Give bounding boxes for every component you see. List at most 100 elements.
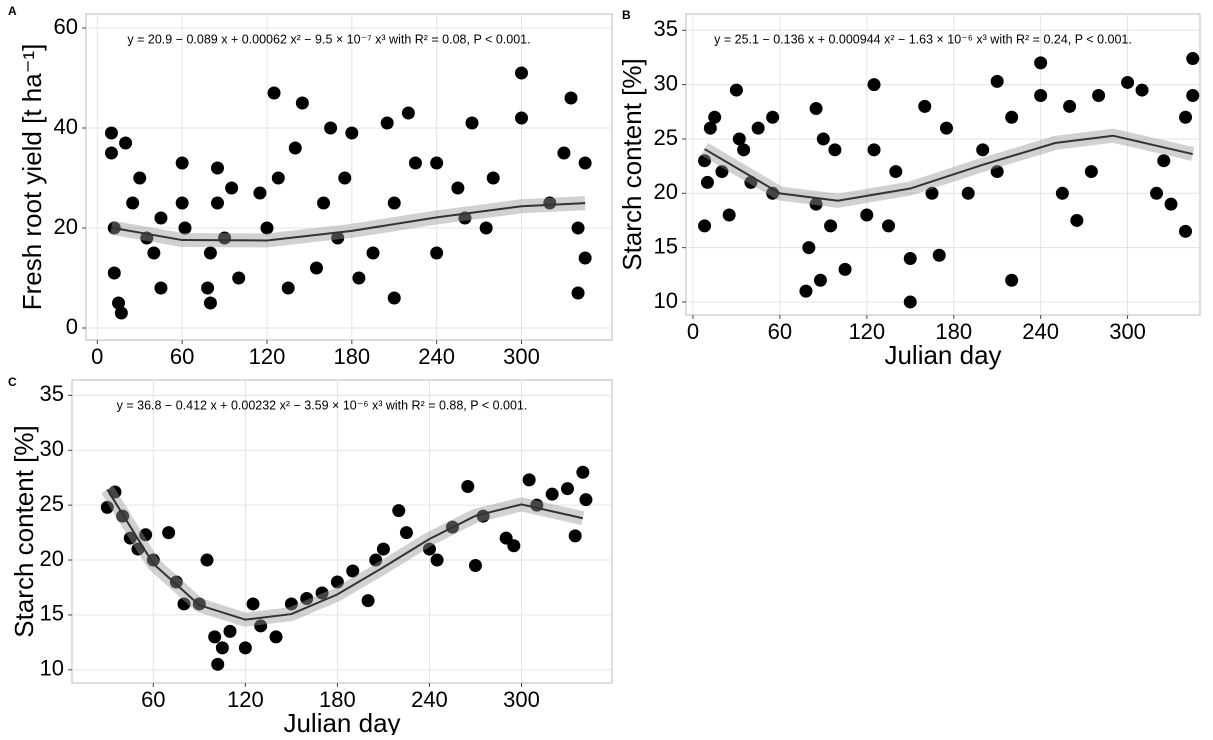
point bbox=[1157, 154, 1171, 168]
point bbox=[107, 266, 121, 280]
point bbox=[751, 121, 765, 135]
x-tick-label: 180 bbox=[333, 344, 370, 369]
point bbox=[203, 246, 217, 260]
y-tick-label: 25 bbox=[654, 125, 678, 150]
point bbox=[1164, 197, 1178, 211]
y-tick-label: 20 bbox=[654, 179, 678, 204]
point bbox=[578, 251, 592, 265]
point bbox=[200, 553, 214, 567]
x-axis-title: Julian day bbox=[283, 708, 400, 735]
point bbox=[564, 91, 578, 105]
point bbox=[1034, 88, 1048, 102]
point bbox=[430, 156, 444, 170]
y-axis-title: Fresh root yield [t ha⁻¹] bbox=[17, 44, 47, 311]
fit-line bbox=[106, 488, 584, 621]
point bbox=[799, 284, 813, 298]
point bbox=[903, 295, 917, 309]
point bbox=[232, 271, 246, 285]
point bbox=[380, 116, 394, 130]
x-tick-label: 120 bbox=[249, 344, 286, 369]
point bbox=[715, 165, 729, 179]
x-tick-label: 120 bbox=[227, 687, 264, 712]
y-tick-label: 25 bbox=[40, 491, 64, 516]
point bbox=[809, 197, 823, 211]
point bbox=[254, 619, 268, 633]
point bbox=[961, 186, 975, 200]
point bbox=[461, 479, 475, 493]
x-tick-label: 0 bbox=[91, 344, 103, 369]
point bbox=[208, 630, 222, 644]
point bbox=[281, 281, 295, 295]
plot-area bbox=[71, 379, 613, 684]
panel-label: A bbox=[8, 4, 17, 18]
point bbox=[737, 143, 751, 157]
point bbox=[338, 171, 352, 185]
point bbox=[939, 121, 953, 135]
y-tick-label: 15 bbox=[40, 601, 64, 626]
point bbox=[123, 531, 137, 545]
point bbox=[317, 196, 331, 210]
point bbox=[889, 165, 903, 179]
y-tick-label: 30 bbox=[654, 70, 678, 95]
point bbox=[867, 78, 881, 92]
annotation: y = 25.1 − 0.136 x + 0.000944 x² − 1.63 … bbox=[714, 32, 1132, 46]
x-tick-label: 180 bbox=[935, 319, 972, 344]
point bbox=[932, 248, 946, 262]
point bbox=[387, 291, 401, 305]
point bbox=[267, 86, 281, 100]
point bbox=[990, 165, 1004, 179]
point bbox=[295, 96, 309, 110]
point bbox=[1005, 273, 1019, 287]
point bbox=[703, 121, 717, 135]
point bbox=[376, 542, 390, 556]
panel-label: B bbox=[622, 8, 631, 22]
point bbox=[1070, 213, 1084, 227]
point bbox=[175, 156, 189, 170]
point bbox=[114, 306, 128, 320]
point bbox=[578, 156, 592, 170]
y-tick-label: 40 bbox=[54, 114, 78, 139]
point bbox=[1150, 186, 1164, 200]
point bbox=[401, 106, 415, 120]
point bbox=[430, 246, 444, 260]
y-axis-title: Starch content [%] bbox=[617, 58, 647, 270]
point bbox=[330, 575, 344, 589]
point bbox=[139, 528, 153, 542]
point bbox=[571, 221, 585, 235]
point bbox=[1055, 186, 1069, 200]
x-tick-label: 300 bbox=[503, 687, 540, 712]
point bbox=[300, 591, 314, 605]
point bbox=[1179, 110, 1193, 124]
point bbox=[211, 161, 224, 175]
point bbox=[203, 296, 217, 310]
point bbox=[366, 246, 380, 260]
point bbox=[708, 110, 722, 124]
point bbox=[408, 156, 422, 170]
x-tick-label: 60 bbox=[768, 319, 792, 344]
point bbox=[816, 132, 830, 146]
point bbox=[260, 221, 274, 235]
point bbox=[223, 624, 237, 638]
point bbox=[211, 196, 224, 210]
x-tick-label: 60 bbox=[141, 687, 165, 712]
point bbox=[211, 657, 225, 671]
point bbox=[133, 171, 147, 185]
point bbox=[331, 231, 345, 245]
point bbox=[104, 126, 118, 140]
y-tick-label: 30 bbox=[40, 436, 64, 461]
point bbox=[269, 630, 283, 644]
point bbox=[253, 186, 267, 200]
point bbox=[201, 281, 215, 295]
point bbox=[119, 136, 133, 150]
point bbox=[813, 273, 827, 287]
point bbox=[177, 597, 191, 611]
point bbox=[147, 246, 161, 260]
point bbox=[392, 504, 406, 518]
y-tick-label: 15 bbox=[654, 233, 678, 258]
point bbox=[346, 564, 360, 578]
point bbox=[315, 586, 329, 600]
x-tick-label: 300 bbox=[503, 344, 540, 369]
point bbox=[571, 286, 585, 300]
point bbox=[422, 542, 436, 556]
